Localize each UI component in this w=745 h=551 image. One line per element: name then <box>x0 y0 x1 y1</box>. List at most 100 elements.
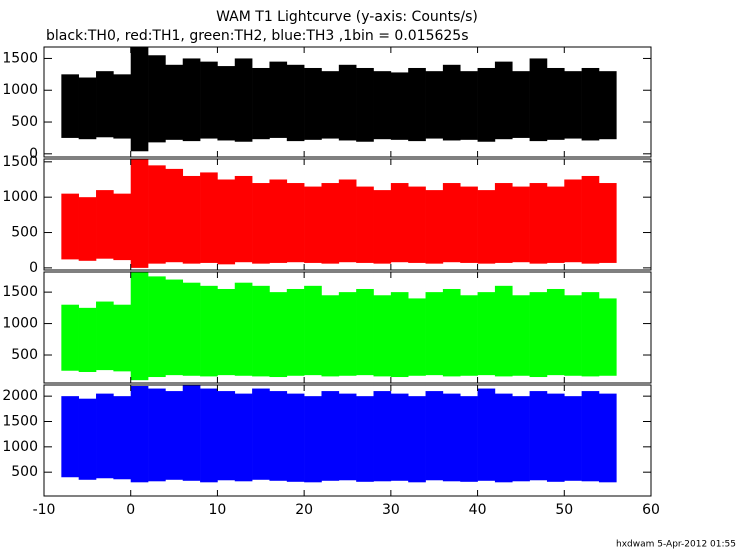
range-bar <box>61 193 79 260</box>
range-bar <box>529 183 548 264</box>
range-bar <box>373 391 392 482</box>
y-tick-label: 0 <box>29 260 38 276</box>
range-bar <box>61 74 79 138</box>
range-bar <box>148 165 166 264</box>
range-bar <box>252 388 270 480</box>
range-bar <box>61 304 79 371</box>
range-bar <box>234 393 253 482</box>
chart-title: WAM T1 Lightcurve (y-axis: Counts/s) <box>216 9 478 25</box>
range-bar <box>182 175 201 264</box>
range-bar <box>598 298 617 376</box>
footer: hxdwam 5-Apr-2012 01:55 <box>616 540 736 550</box>
range-bar <box>546 67 565 140</box>
range-bar <box>304 396 322 483</box>
range-bar <box>581 391 600 482</box>
range-bar <box>252 183 270 264</box>
x-tick-label: 30 <box>382 502 400 518</box>
range-bar <box>494 61 513 140</box>
range-bar <box>96 301 114 371</box>
range-bar <box>304 285 322 376</box>
range-bar <box>130 386 149 483</box>
range-bar <box>148 55 166 143</box>
range-bar <box>200 388 218 483</box>
range-bar <box>408 396 426 483</box>
range-bar <box>356 186 374 263</box>
range-bar <box>269 292 288 378</box>
range-bar <box>390 292 409 378</box>
y-tick-label: 1000 <box>2 189 38 205</box>
range-bar <box>442 393 461 482</box>
range-bar <box>304 186 322 263</box>
range-bar <box>356 396 374 482</box>
range-bar <box>217 288 236 376</box>
range-bar <box>338 292 357 376</box>
x-tick-label: -10 <box>33 502 56 518</box>
range-bar <box>425 71 444 139</box>
range-bar <box>564 295 582 376</box>
range-bar <box>286 288 305 376</box>
range-bar <box>373 295 392 377</box>
range-bar <box>598 183 617 263</box>
range-bar <box>61 396 79 478</box>
range-bar <box>494 183 513 263</box>
range-bar <box>338 393 357 481</box>
range-bar <box>269 179 288 263</box>
range-bar <box>408 186 426 263</box>
range-bar <box>598 71 617 140</box>
x-tick-label: 60 <box>642 502 660 518</box>
range-bar <box>182 58 201 142</box>
range-bar <box>425 190 444 264</box>
range-bar <box>529 58 548 142</box>
range-bar <box>408 67 426 142</box>
range-bar <box>564 396 582 481</box>
range-bar <box>78 77 97 140</box>
range-bar <box>373 190 392 264</box>
y-tick-label: 0 <box>29 146 38 162</box>
range-bar <box>165 391 184 480</box>
range-bar <box>165 279 184 376</box>
range-bar <box>234 282 253 376</box>
range-bar <box>234 175 253 263</box>
range-bar <box>200 172 218 263</box>
range-bar <box>200 285 218 377</box>
range-bar <box>494 285 513 377</box>
chart-subtitle: black:TH0, red:TH1, green:TH2, blue:TH3 … <box>46 28 469 44</box>
range-bar <box>546 393 565 482</box>
range-bar <box>200 61 218 139</box>
y-tick-label: 500 <box>11 114 38 130</box>
y-tick-label: 1500 <box>2 413 38 429</box>
y-tick-label: 1500 <box>2 50 38 66</box>
range-bar <box>96 190 114 259</box>
panel-frame <box>43 46 652 158</box>
x-tick-label: 20 <box>295 502 313 518</box>
range-bar <box>373 71 392 140</box>
range-bar <box>321 295 340 377</box>
range-bar <box>304 67 322 140</box>
range-bar <box>546 288 565 376</box>
range-bar <box>269 61 288 138</box>
range-bar <box>96 393 114 479</box>
range-bar <box>477 388 496 481</box>
range-bar <box>182 385 201 481</box>
range-bar <box>321 71 340 139</box>
range-bar <box>217 179 236 265</box>
range-bar <box>113 74 132 139</box>
range-bar <box>148 388 166 482</box>
range-bar <box>390 72 409 140</box>
range-bar <box>512 295 530 376</box>
range-bar <box>338 64 357 141</box>
range-bar <box>581 175 600 264</box>
range-bar <box>113 304 132 372</box>
range-bar <box>598 393 617 483</box>
range-bar <box>130 159 149 268</box>
range-bar <box>564 179 582 263</box>
range-bar <box>252 67 270 140</box>
range-bar <box>460 396 478 482</box>
range-bar <box>529 391 548 481</box>
x-tick-label: 0 <box>126 502 135 518</box>
y-tick-label: 500 <box>11 225 38 241</box>
range-bar <box>442 64 461 141</box>
range-bar <box>390 393 409 481</box>
range-bar <box>286 64 305 142</box>
